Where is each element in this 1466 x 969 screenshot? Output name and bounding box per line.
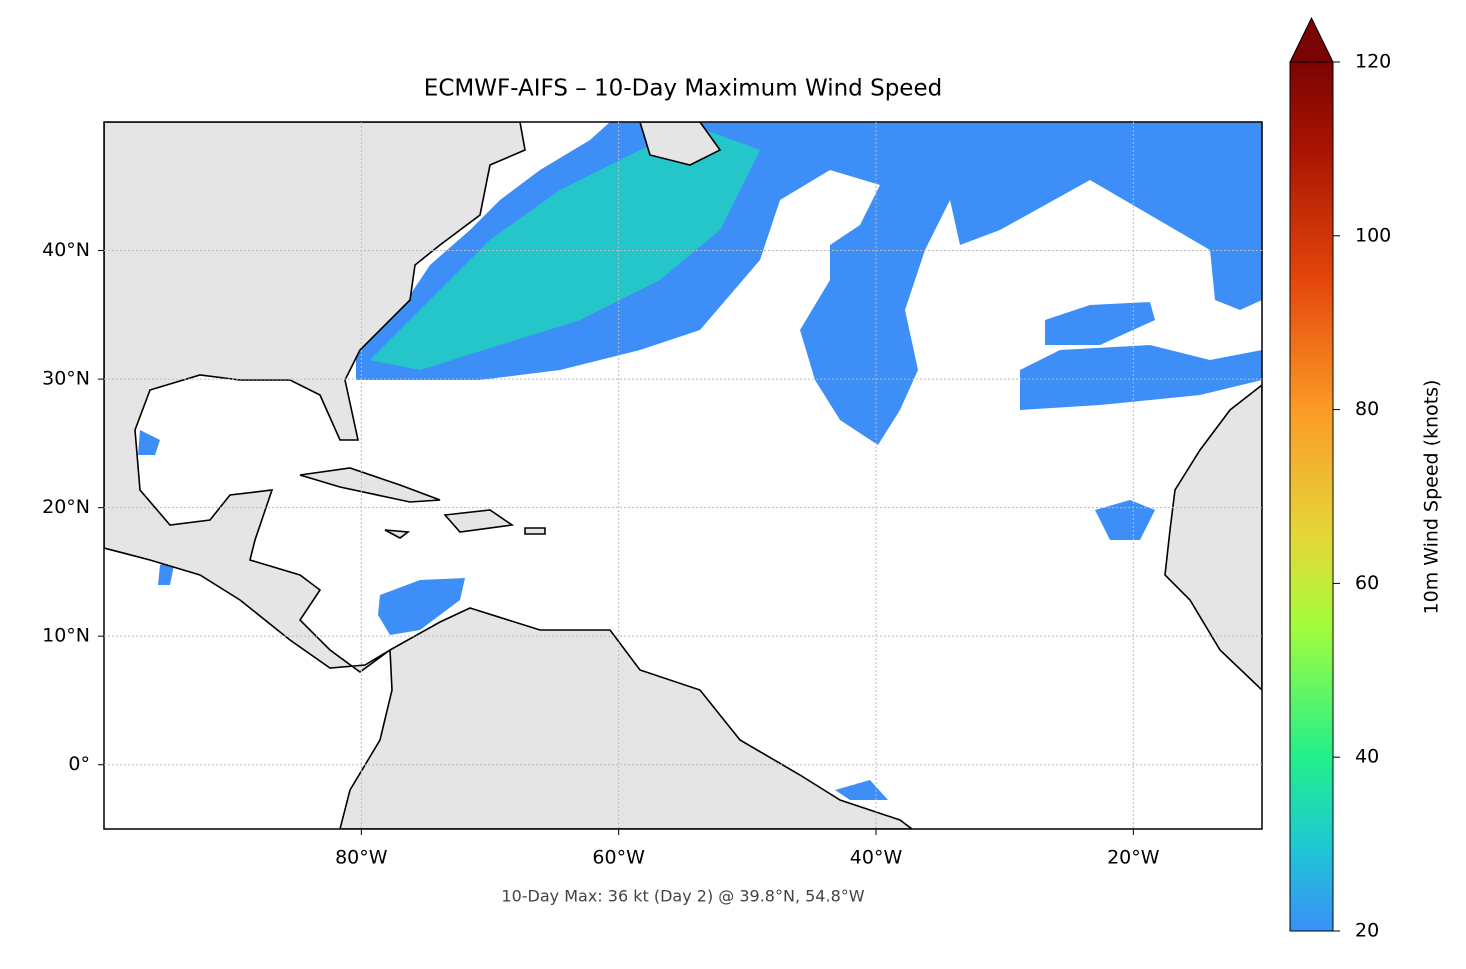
- puerto-rico: [524, 527, 546, 535]
- y-tick-label: 40°N: [42, 239, 90, 261]
- y-tick-label: 10°N: [42, 625, 90, 647]
- wind-area: [378, 578, 465, 635]
- wind-area: [1045, 302, 1155, 345]
- south-america: [339, 607, 914, 829]
- colorbar: [1289, 61, 1334, 932]
- colorbar-tick-label: 100: [1355, 224, 1391, 246]
- y-tick-label: 0°: [68, 753, 90, 775]
- x-tick-label: 40°W: [850, 847, 903, 869]
- colorbar-tick-label: 40: [1355, 746, 1379, 768]
- jamaica: [384, 529, 411, 539]
- hispaniola: [443, 509, 515, 533]
- north-america: [104, 122, 526, 673]
- x-tick-label: 20°W: [1107, 847, 1160, 869]
- wind-core: [370, 128, 760, 370]
- colorbar-tick-label: 60: [1355, 572, 1379, 594]
- wind-area: [1020, 345, 1262, 410]
- colorbar-tick-label: 20: [1355, 920, 1379, 942]
- africa: [1164, 383, 1262, 692]
- map-frame: [103, 121, 1263, 830]
- colorbar-label: 10m Wind Speed (knots): [1421, 380, 1443, 615]
- land: [104, 122, 1262, 829]
- subtitle: 10-Day Max: 36 kt (Day 2) @ 39.8°N, 54.8…: [501, 887, 864, 906]
- y-tick-label: 30°N: [42, 368, 90, 390]
- colorbar-extend: [1289, 16, 1334, 63]
- wind-area: [138, 430, 160, 455]
- colorbar-tick-label: 120: [1355, 51, 1391, 73]
- x-tick-label: 60°W: [592, 847, 645, 869]
- y-tick-label: 20°N: [42, 496, 90, 518]
- nova-scotia: [639, 122, 722, 166]
- colorbar-tick-label: 80: [1355, 398, 1379, 420]
- chart-title: ECMWF-AIFS – 10-Day Maximum Wind Speed: [424, 76, 942, 102]
- wind-area: [1095, 500, 1155, 540]
- wind-area: [835, 780, 888, 800]
- x-tick-label: 80°W: [335, 847, 388, 869]
- cuba: [299, 467, 441, 503]
- map-layers: [104, 122, 1262, 829]
